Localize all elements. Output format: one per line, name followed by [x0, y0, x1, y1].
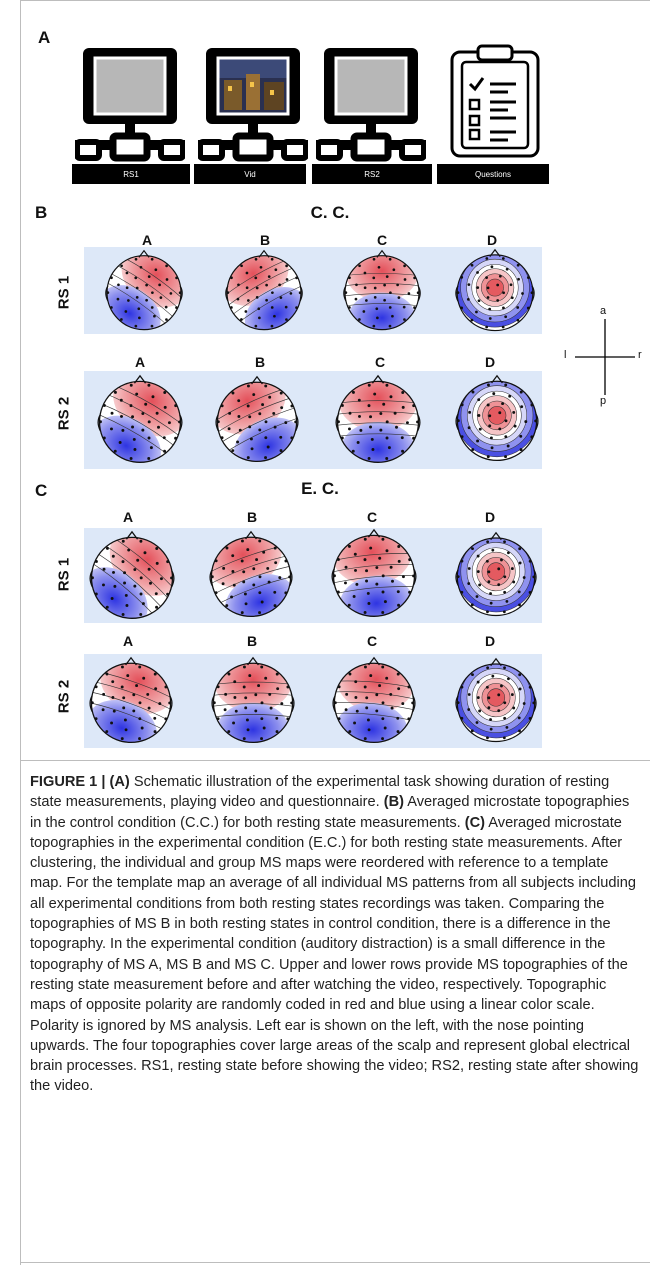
col-letter: C — [376, 232, 388, 248]
panel-c-title: E. C. — [301, 479, 339, 498]
label-questions: Questions — [437, 164, 549, 184]
figure-frame — [20, 0, 650, 1265]
row-label: RS 1 — [55, 557, 73, 592]
col-letter: B — [254, 354, 266, 370]
panel-b-letter: B — [35, 203, 48, 222]
col-letter: D — [486, 232, 498, 248]
caption-figure-label: FIGURE 1 | — [30, 774, 106, 790]
topography-map — [215, 375, 299, 463]
computer-icon — [316, 48, 426, 162]
col-letter: A — [122, 633, 134, 649]
panel-c-letter: C — [35, 481, 48, 500]
col-letter: C — [366, 509, 378, 525]
col-letter: C — [374, 354, 386, 370]
topography-map — [89, 656, 173, 744]
col-letter: D — [484, 509, 496, 525]
topography-map — [225, 249, 303, 331]
col-letter: A — [134, 354, 146, 370]
compass-anterior: a — [600, 305, 607, 317]
col-letter: D — [484, 354, 496, 370]
orientation-compass: a l r p — [560, 305, 650, 415]
topography-map — [343, 249, 421, 331]
caption-c-tag: (C) — [464, 814, 486, 831]
label-vid: Vid — [194, 164, 306, 184]
caption-c-text: Averaged microstate topographies in the … — [30, 814, 639, 1095]
topography-map — [211, 656, 295, 744]
caption-a-text: Schematic illustration of the experiment… — [30, 774, 610, 811]
col-letter: D — [484, 633, 496, 649]
caption-b-tag: (B) — [383, 794, 404, 811]
row-label: RS 2 — [55, 396, 73, 431]
panel-b-title: C. C. — [310, 203, 350, 222]
caption-a-tag: (A) — [109, 774, 130, 790]
col-letter: B — [246, 509, 258, 525]
topography-map — [335, 374, 421, 463]
topography-map — [331, 528, 417, 617]
compass-right: r — [638, 349, 642, 361]
col-letter: C — [366, 633, 378, 649]
topography-map — [455, 531, 537, 617]
compass-cross — [575, 319, 635, 395]
figure-caption: FIGURE 1 | (A) Schematic illustration of… — [30, 772, 642, 1097]
figure-divider — [20, 760, 650, 761]
col-letter: B — [246, 633, 258, 649]
caption-b-text: Averaged microstate topographies in the … — [30, 794, 630, 831]
label-rs1: RS1 — [72, 164, 190, 184]
figure-frame-top — [20, 0, 650, 1]
topography-map — [455, 374, 539, 462]
topography-map — [455, 657, 537, 743]
col-letter: A — [141, 232, 153, 248]
col-letter: A — [122, 509, 134, 525]
topography-map — [97, 374, 183, 463]
row-label: RS 1 — [55, 275, 73, 310]
computer-icon — [75, 48, 185, 162]
panel-a-letter: A — [38, 28, 51, 47]
topography-map — [332, 656, 416, 744]
topography-map — [89, 530, 175, 619]
compass-posterior: p — [600, 395, 607, 407]
topography-map — [455, 248, 535, 332]
label-rs2: RS2 — [312, 164, 432, 184]
clipboard-checklist-icon — [450, 44, 540, 158]
computer-video-icon — [198, 48, 308, 162]
panel-a-illustration — [70, 44, 550, 184]
topography-map — [105, 249, 183, 331]
figure-frame-bottom — [20, 1262, 650, 1263]
compass-left: l — [564, 349, 567, 361]
topography-map — [209, 530, 293, 618]
row-label: RS 2 — [55, 679, 73, 714]
col-letter: B — [259, 232, 271, 248]
